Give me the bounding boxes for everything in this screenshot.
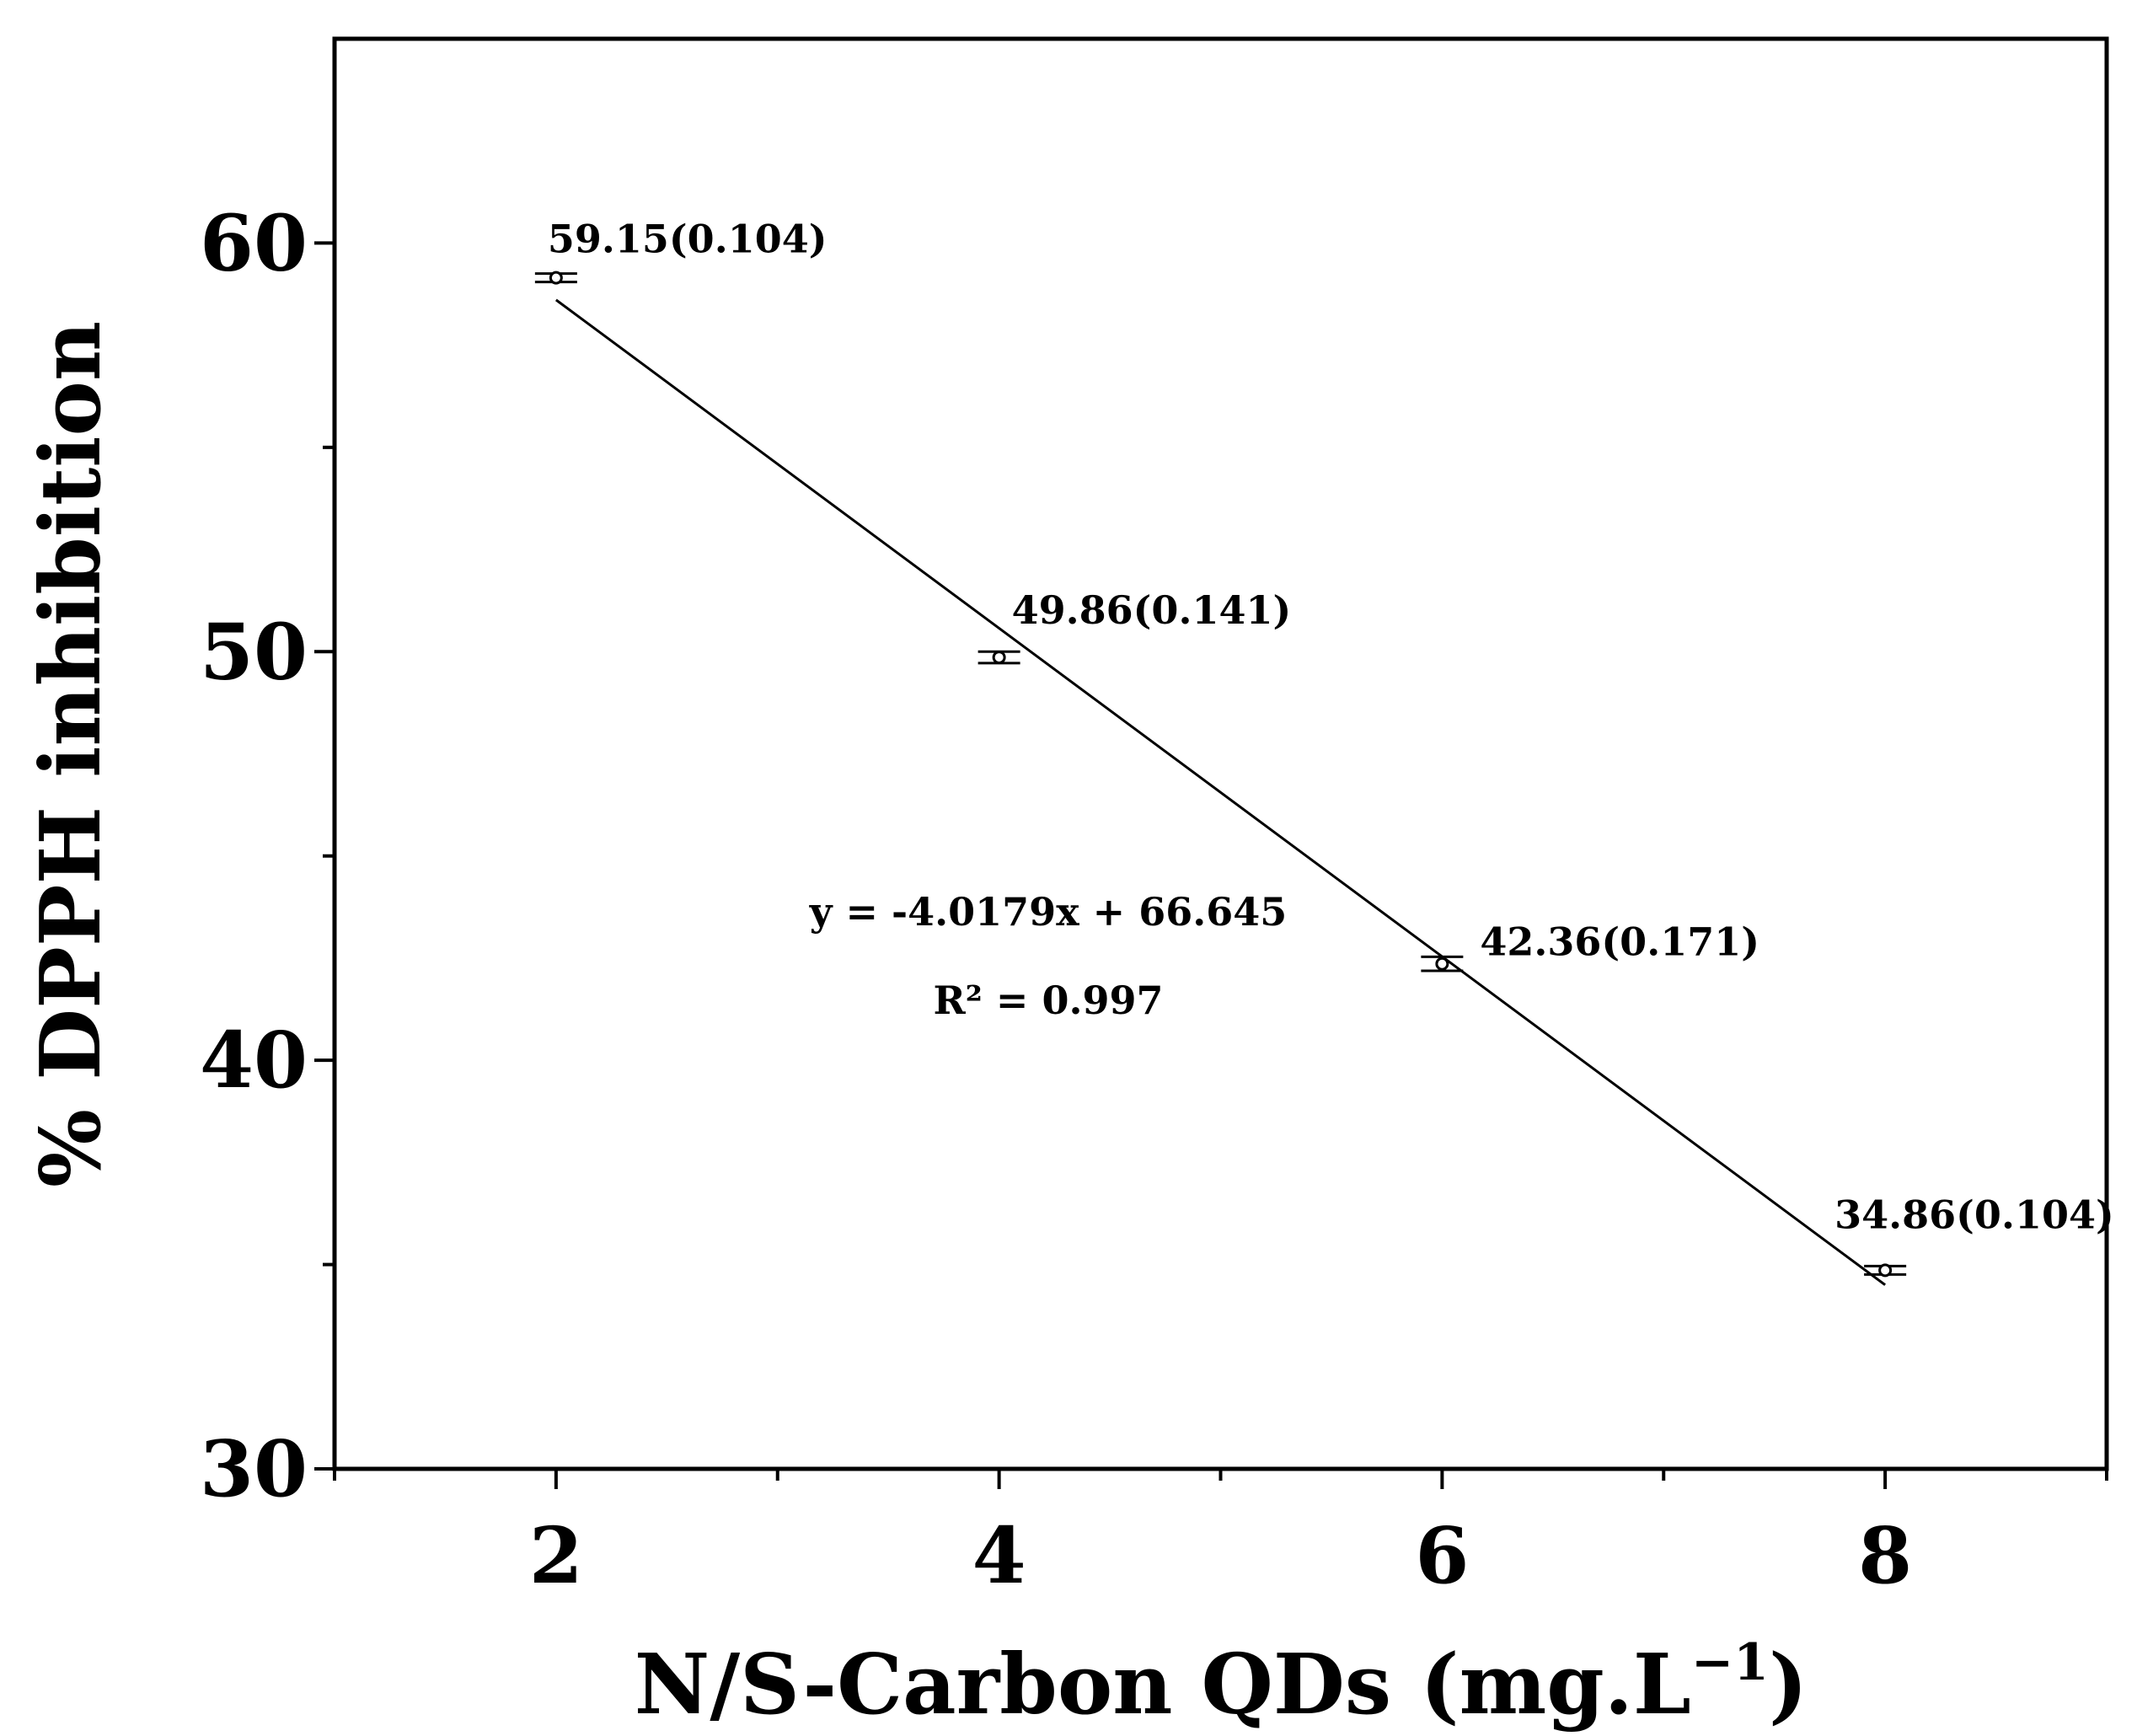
y-tick-label: 50 — [200, 606, 308, 697]
point-labels-group: 59.15(0.104) 49.86(0.141) 42.36(0.171) 34.8… — [548, 217, 2114, 1238]
x-axis-title-main: N/S-Carbon QDs (mg.L — [635, 1637, 1691, 1733]
data-point-label: 59.15(0.104) — [548, 217, 827, 262]
data-point — [549, 271, 563, 285]
x-tick-label: 6 — [1415, 1510, 1469, 1601]
x-tick-label: 2 — [529, 1510, 583, 1601]
y-axis-title: % DPPH inhibition — [23, 321, 120, 1187]
fit-line — [554, 298, 1887, 1286]
fit-r-squared: R² = 0.997 — [934, 978, 1164, 1023]
data-point — [992, 651, 1006, 665]
y-tick-label: 60 — [200, 197, 308, 288]
x-axis-title-superscript: −1 — [1691, 1633, 1769, 1692]
data-point-label: 34.86(0.104) — [1834, 1192, 2114, 1237]
y-tick-label: 30 — [200, 1423, 308, 1514]
x-tick-label: 4 — [972, 1510, 1026, 1601]
fit-line-group — [554, 298, 1887, 1286]
y-tick-label: 40 — [200, 1015, 308, 1106]
fit-equation: y = -4.0179x + 66.645 — [809, 889, 1288, 935]
data-point — [1878, 1263, 1893, 1278]
x-tick-label: 8 — [1858, 1510, 1912, 1601]
x-axis-title-suffix: ) — [1769, 1637, 1808, 1733]
data-point-label: 42.36(0.171) — [1480, 919, 1759, 965]
data-point-label: 49.86(0.141) — [1012, 587, 1292, 633]
data-point — [1435, 956, 1449, 971]
axis-ticks-group: 2 4 6 8 30 40 50 60 — [200, 197, 2108, 1601]
data-points-group — [534, 271, 1907, 1278]
x-axis-title: N/S-Carbon QDs (mg.L−1) — [635, 1633, 1808, 1733]
